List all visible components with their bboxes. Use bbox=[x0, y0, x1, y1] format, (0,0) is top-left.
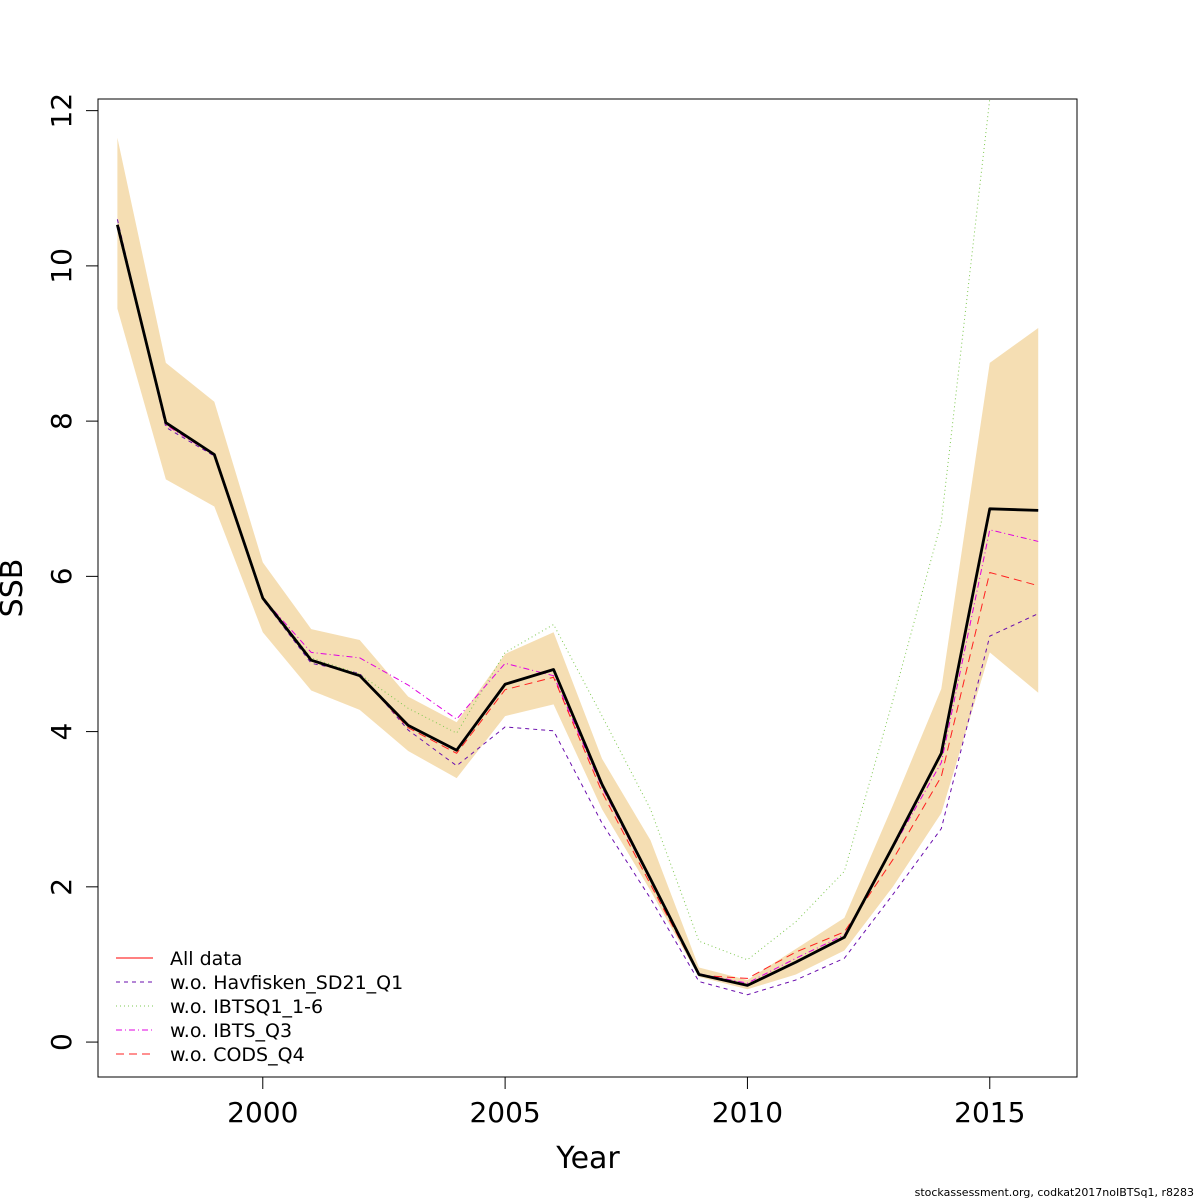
legend-label: All data bbox=[170, 948, 242, 970]
plot-frame bbox=[97, 98, 1078, 1078]
x-axis: 2000 2005 2010 2015 bbox=[227, 1076, 1025, 1129]
x-axis-title: Year bbox=[555, 1141, 620, 1176]
y-tick-label: 6 bbox=[45, 567, 78, 585]
legend-label: w.o. IBTS_Q3 bbox=[170, 1020, 292, 1042]
y-tick-label: 4 bbox=[45, 723, 78, 741]
footer-credit: stockassessment.org, codkat2017noIBTSq1,… bbox=[915, 1186, 1194, 1199]
y-tick-label: 12 bbox=[45, 93, 78, 129]
confidence-band-layer bbox=[117, 137, 1039, 990]
y-axis: 0 2 4 6 8 10 12 bbox=[45, 93, 99, 1051]
series-line-all-data bbox=[116, 224, 1039, 987]
x-tick-label: 2010 bbox=[712, 1096, 783, 1129]
x-tick-label: 2005 bbox=[469, 1096, 540, 1129]
y-tick-label: 0 bbox=[45, 1033, 78, 1051]
y-tick-label: 2 bbox=[45, 878, 78, 896]
legend-label: w.o. Havfisken_SD21_Q1 bbox=[170, 972, 403, 994]
series-layer bbox=[116, 98, 1039, 996]
y-tick-label: 10 bbox=[45, 248, 78, 284]
series-line-w-o-cods-q4 bbox=[116, 226, 1039, 979]
x-tick-label: 2000 bbox=[227, 1096, 298, 1129]
confidence-band bbox=[117, 137, 1039, 990]
legend-label: w.o. IBTSQ1_1-6 bbox=[170, 996, 323, 1018]
legend-label: w.o. CODS_Q4 bbox=[170, 1044, 305, 1066]
x-tick-label: 2015 bbox=[954, 1096, 1025, 1129]
y-axis-title: SSB bbox=[0, 559, 30, 618]
y-tick-label: 8 bbox=[45, 412, 78, 430]
